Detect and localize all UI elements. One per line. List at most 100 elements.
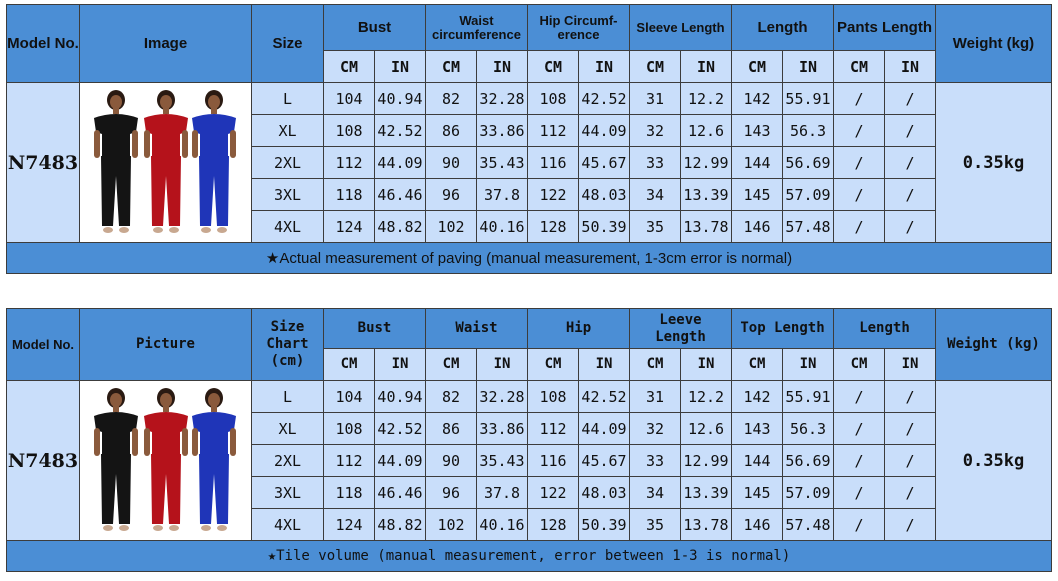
measurement-cell: 57.09 — [782, 178, 834, 211]
measurement-cell: 86 — [425, 114, 477, 147]
measurement-cell: 37.8 — [476, 476, 528, 509]
measurement-cell: 48.82 — [374, 508, 426, 541]
model-number: N7483 — [6, 380, 80, 541]
measurement-cell: 142 — [731, 82, 783, 115]
measurement-cell: 40.94 — [374, 380, 426, 413]
measurement-cell: / — [884, 210, 936, 243]
measurement-cell: 102 — [425, 508, 477, 541]
size-header: Size — [251, 4, 324, 83]
unit-in-header: IN — [680, 348, 732, 381]
size-chart-table-2: Model No. Picture Size Chart (cm) Bust Waist… — [6, 308, 1052, 572]
measurement-cell: 45.67 — [578, 146, 630, 179]
unit-cm-header: CM — [629, 348, 681, 381]
measurement-cell: 42.52 — [374, 412, 426, 445]
measurement-cell: 35 — [629, 508, 681, 541]
header-row: Model No. Image Size Bust Waist circumferenc… — [6, 4, 1052, 83]
measurement-cell: 32 — [629, 412, 681, 445]
measurement-cell: / — [884, 146, 936, 179]
pants-length-header: Length — [833, 308, 936, 349]
measurement-cell: / — [884, 82, 936, 115]
unit-in-header: IN — [374, 348, 426, 381]
model-figure-2 — [143, 387, 188, 531]
table-row: 3XL 118 46.46 96 37.8 122 48.03 34 13.39 145 57.09… — [7, 178, 1052, 211]
unit-in-header: IN — [884, 50, 936, 83]
measurement-cell: 12.99 — [680, 146, 732, 179]
measurement-cell: 33.86 — [476, 412, 528, 445]
unit-cm-header: CM — [527, 348, 579, 381]
image-header: Image — [79, 4, 252, 83]
size-label: L — [251, 82, 324, 115]
unit-cm-header: CM — [731, 348, 783, 381]
measurement-cell: 42.52 — [578, 82, 630, 115]
measurement-cell: 116 — [527, 444, 579, 477]
measurement-cell: / — [833, 146, 885, 179]
measurement-cell: / — [833, 178, 885, 211]
sleeve-length-header: Sleeve Length — [629, 4, 732, 51]
unit-cm-header: CM — [425, 348, 477, 381]
measurement-cell: 56.3 — [782, 412, 834, 445]
measurement-cell: 50.39 — [578, 508, 630, 541]
measurement-cell: 46.46 — [374, 476, 426, 509]
unit-cm-header: CM — [833, 50, 885, 83]
unit-cm-header: CM — [527, 50, 579, 83]
table-row: N7483 L 104 40.94 82 32.28 108 42.52 31 12.2 142 55… — [6, 82, 1052, 243]
measurement-cell: 34 — [629, 178, 681, 211]
unit-cm-header: CM — [323, 348, 375, 381]
measurement-cell: 42.52 — [578, 380, 630, 413]
weight-header: Weight (kg) — [935, 308, 1052, 381]
measurement-cell: / — [884, 380, 936, 413]
measurement-cell: 56.69 — [782, 146, 834, 179]
measurement-cell: 96 — [425, 476, 477, 509]
unit-in-header: IN — [578, 348, 630, 381]
measurement-cell: 108 — [323, 114, 375, 147]
unit-in-header: IN — [782, 348, 834, 381]
measurement-cell: 50.39 — [578, 210, 630, 243]
unit-cm-header: CM — [731, 50, 783, 83]
unit-cm-header: CM — [629, 50, 681, 83]
model-figure-3 — [191, 89, 236, 233]
note-row: ★Tile volume (manual measurement, error … — [6, 540, 1052, 572]
measurement-cell: / — [884, 114, 936, 147]
measurement-cell: 118 — [323, 178, 375, 211]
measurement-cell: / — [833, 114, 885, 147]
measurement-note: ★Tile volume (manual measurement, error … — [6, 540, 1052, 572]
measurement-cell: 44.09 — [578, 412, 630, 445]
measurement-cell: 122 — [527, 476, 579, 509]
hip-header: Hip Circumf-erence — [527, 4, 630, 51]
measurement-cell: 57.09 — [782, 476, 834, 509]
measurement-cell: 44.09 — [578, 114, 630, 147]
unit-in-header: IN — [476, 50, 528, 83]
measurement-cell: 86 — [425, 412, 477, 445]
measurement-cell: 82 — [425, 82, 477, 115]
note-row: ★Actual measurement of paving (manual me… — [6, 242, 1052, 274]
measurement-cell: 82 — [425, 380, 477, 413]
size-label: XL — [251, 114, 324, 147]
table-row: 4XL 124 48.82 102 40.16 128 50.39 35 13.78 146 57.… — [7, 210, 1052, 243]
measurement-cell: 12.2 — [680, 82, 732, 115]
sleeve-length-header: Leeve Length — [629, 308, 732, 349]
measurement-cell: 44.09 — [374, 146, 426, 179]
table-row: 2XL 112 44.09 90 35.43 116 45.67 33 12.99 144 56.6… — [7, 146, 1052, 179]
length-header: Top Length — [731, 308, 834, 349]
header-row: Model No. Picture Size Chart (cm) Bust Waist… — [6, 308, 1052, 381]
measurement-cell: 124 — [323, 210, 375, 243]
measurement-cell: 144 — [731, 444, 783, 477]
measurement-cell: 116 — [527, 146, 579, 179]
measurement-cell: 35.43 — [476, 444, 528, 477]
measurement-cell: / — [833, 412, 885, 445]
model-no-header: Model No. — [6, 308, 80, 381]
measurement-cell: 31 — [629, 82, 681, 115]
measurement-cell: 90 — [425, 146, 477, 179]
weight-value: 0.35kg — [935, 82, 1052, 243]
size-label: 2XL — [251, 444, 324, 477]
measurement-cell: 48.03 — [578, 476, 630, 509]
measurement-cell: 33 — [629, 444, 681, 477]
measurement-cell: 35.43 — [476, 146, 528, 179]
measurement-cell: 57.48 — [782, 210, 834, 243]
measurement-cell: 33.86 — [476, 114, 528, 147]
table-row: N7483 L 104 40.94 82 32.28 108 42.52 31 12.2 142 55… — [6, 380, 1052, 541]
measurement-cell: 32.28 — [476, 82, 528, 115]
measurement-cell: 57.48 — [782, 508, 834, 541]
measurement-cell: 56.3 — [782, 114, 834, 147]
measurement-cell: / — [833, 476, 885, 509]
